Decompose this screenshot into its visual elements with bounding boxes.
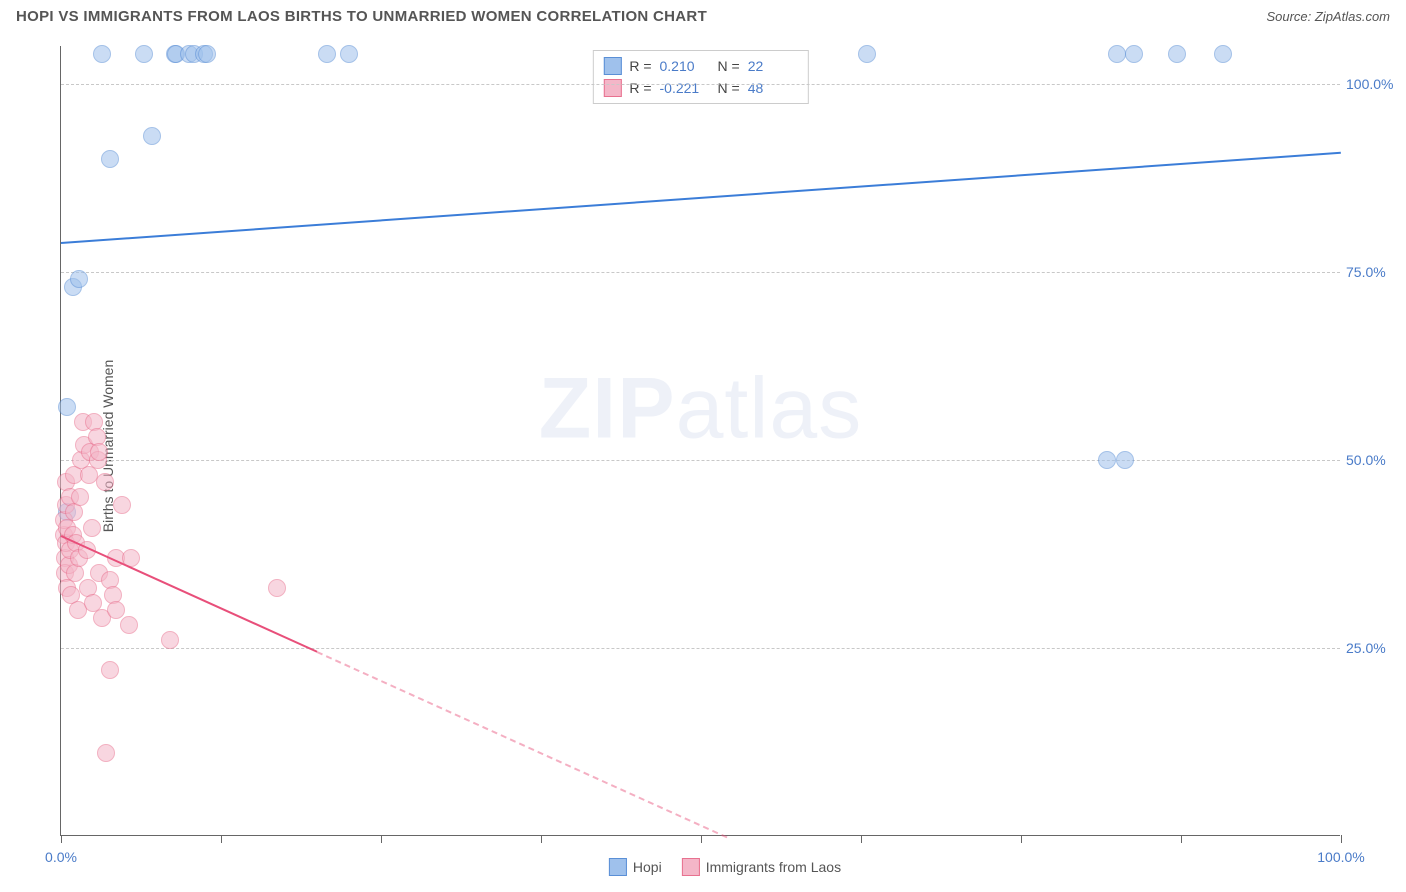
x-tick xyxy=(701,835,702,843)
x-tick xyxy=(221,835,222,843)
legend-n-value: 48 xyxy=(748,80,798,96)
x-tick xyxy=(61,835,62,843)
x-tick-label: 100.0% xyxy=(1317,849,1364,865)
legend-swatch xyxy=(603,57,621,75)
data-point xyxy=(1108,45,1126,63)
plot-area: ZIPatlas R =0.210N =22R =-0.221N =48 25.… xyxy=(60,46,1340,836)
legend-n-label: N = xyxy=(718,80,740,96)
data-point xyxy=(71,488,89,506)
data-point xyxy=(66,564,84,582)
data-point xyxy=(97,744,115,762)
legend-row: R = 0.210 N = 22 xyxy=(603,55,797,77)
x-tick xyxy=(861,835,862,843)
data-point xyxy=(161,631,179,649)
data-point xyxy=(1168,45,1186,63)
data-point xyxy=(93,45,111,63)
legend-swatch xyxy=(609,858,627,876)
trend-line xyxy=(61,151,1341,243)
data-point xyxy=(90,443,108,461)
legend-swatch xyxy=(682,858,700,876)
watermark: ZIPatlas xyxy=(539,359,862,458)
x-tick xyxy=(541,835,542,843)
gridline xyxy=(61,84,1340,85)
page-title: HOPI VS IMMIGRANTS FROM LAOS BIRTHS TO U… xyxy=(16,8,707,25)
legend-r-label: R = xyxy=(629,80,651,96)
y-tick-label: 50.0% xyxy=(1346,452,1396,468)
data-point xyxy=(70,270,88,288)
y-tick-label: 75.0% xyxy=(1346,264,1396,280)
data-point xyxy=(318,45,336,63)
y-tick-label: 100.0% xyxy=(1346,76,1396,92)
gridline xyxy=(61,272,1340,273)
data-point xyxy=(107,601,125,619)
series-legend: Hopi Immigrants from Laos xyxy=(609,858,841,876)
data-point xyxy=(58,398,76,416)
correlation-legend: R = 0.210 N = 22 R = -0.221 N = 48 xyxy=(592,50,808,104)
data-point xyxy=(268,579,286,597)
data-point xyxy=(101,661,119,679)
legend-label: Immigrants from Laos xyxy=(706,859,841,875)
source-attribution: Source: ZipAtlas.com xyxy=(1266,9,1390,24)
legend-n-label: N = xyxy=(718,58,740,74)
x-tick xyxy=(1341,835,1342,843)
x-tick xyxy=(381,835,382,843)
data-point xyxy=(101,150,119,168)
data-point xyxy=(340,45,358,63)
data-point xyxy=(1125,45,1143,63)
x-tick xyxy=(1021,835,1022,843)
legend-row: R = -0.221 N = 48 xyxy=(603,77,797,99)
legend-r-value: 0.210 xyxy=(660,58,710,74)
data-point xyxy=(1116,451,1134,469)
legend-r-label: R = xyxy=(629,58,651,74)
gridline xyxy=(61,460,1340,461)
legend-r-value: -0.221 xyxy=(660,80,710,96)
correlation-chart: Births to Unmarried Women ZIPatlas R =0.… xyxy=(60,46,1390,846)
data-point xyxy=(858,45,876,63)
x-tick-label: 0.0% xyxy=(45,849,77,865)
data-point xyxy=(1214,45,1232,63)
data-point xyxy=(1098,451,1116,469)
data-point xyxy=(198,45,216,63)
data-point xyxy=(143,127,161,145)
data-point xyxy=(135,45,153,63)
trend-line xyxy=(317,651,727,838)
y-tick-label: 25.0% xyxy=(1346,640,1396,656)
legend-label: Hopi xyxy=(633,859,662,875)
data-point xyxy=(113,496,131,514)
data-point xyxy=(83,519,101,537)
legend-n-value: 22 xyxy=(748,58,798,74)
x-tick xyxy=(1181,835,1182,843)
legend-item: Immigrants from Laos xyxy=(682,858,841,876)
legend-item: Hopi xyxy=(609,858,662,876)
gridline xyxy=(61,648,1340,649)
data-point xyxy=(120,616,138,634)
data-point xyxy=(96,473,114,491)
legend-swatch xyxy=(603,79,621,97)
